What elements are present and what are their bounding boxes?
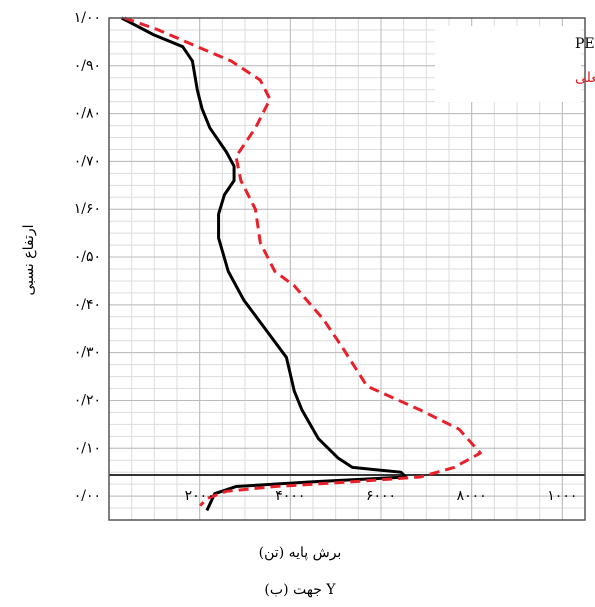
y-tick-label: ۱/۶۰ bbox=[74, 201, 101, 217]
y-axis-label: ارتفاع نسبی bbox=[21, 225, 37, 296]
series-line bbox=[124, 16, 482, 507]
legend-box bbox=[435, 26, 581, 102]
legend-entry: گزارش PEER bbox=[575, 35, 595, 52]
y-tick-label: ۰/۸۰ bbox=[74, 106, 101, 122]
plot-frame bbox=[108, 17, 586, 521]
chart-title: (ب) جهت Y bbox=[264, 582, 336, 598]
grid bbox=[109, 17, 585, 520]
y-tick-label: ۰/۷۰ bbox=[74, 153, 101, 169]
y-tick-label: ۰/۳۰ bbox=[74, 345, 101, 361]
lines bbox=[120, 16, 482, 512]
y-tick-label: ۰/۱۰ bbox=[74, 440, 101, 456]
y-tick-label: ۱/۰۰ bbox=[74, 10, 101, 26]
x-tick-label: ۲۰۰۰ bbox=[185, 488, 215, 504]
y-tick-label: ۰/۵۰ bbox=[74, 249, 101, 265]
y-tick-label: ۰/۰۰ bbox=[74, 488, 101, 504]
x-tick-label: ۸۰۰۰ bbox=[457, 488, 487, 504]
x-tick-label: ۴۰۰۰ bbox=[275, 488, 305, 504]
series-line bbox=[120, 16, 408, 512]
x-tick-label: ۱۰۰۰ bbox=[547, 488, 577, 504]
x-axis-label: برش پایه (تن) bbox=[259, 545, 342, 561]
y-tick-label: ۰/۹۰ bbox=[74, 58, 101, 74]
legend-entry: مدل فعلی bbox=[575, 70, 595, 86]
x-tick-label: ۶۰۰۰ bbox=[366, 488, 396, 504]
y-tick-label: ۰/۴۰ bbox=[74, 297, 101, 313]
y-tick-label: ۰/۲۰ bbox=[74, 392, 101, 408]
